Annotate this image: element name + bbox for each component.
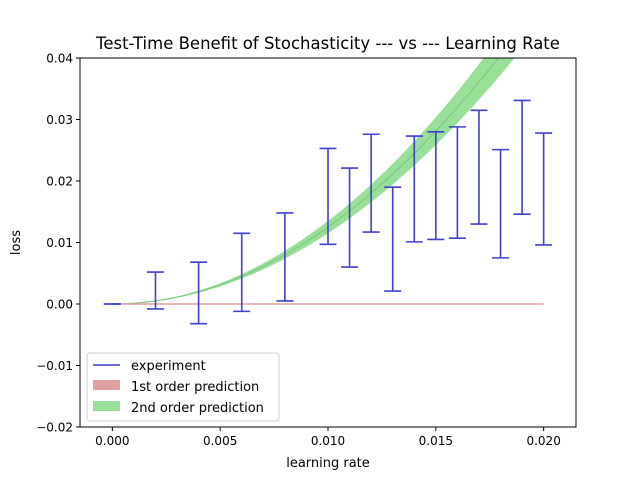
x-tick-label: 0.010 xyxy=(311,434,345,448)
experiment-errorbar xyxy=(319,147,337,246)
experiment-errorbar xyxy=(341,167,359,268)
experiment-errorbar xyxy=(427,131,445,241)
experiment-errorbar xyxy=(405,135,423,243)
experiment-errorbar xyxy=(513,99,531,216)
experiment-errorbar xyxy=(448,126,466,239)
experiment-errorbar xyxy=(492,148,510,259)
experiment-errorbar xyxy=(384,186,402,292)
y-tick-label: 0.00 xyxy=(46,298,73,312)
x-tick-label: 0.020 xyxy=(526,434,560,448)
experiment-errorbar xyxy=(535,132,553,246)
y-tick-label: −0.02 xyxy=(36,421,73,435)
x-axis-label: learning rate xyxy=(286,456,370,471)
y-tick-label: 0.04 xyxy=(46,52,73,66)
y-tick-label: 0.02 xyxy=(46,175,73,189)
second-order-band xyxy=(112,58,515,304)
legend-label-experiment: experiment xyxy=(131,359,206,374)
legend-handle-first-order xyxy=(93,380,120,390)
y-tick-label: 0.03 xyxy=(46,113,73,127)
legend-label-first-order: 1st order prediction xyxy=(131,380,259,395)
x-tick-label: 0.005 xyxy=(203,434,237,448)
x-tick-label: 0.015 xyxy=(419,434,453,448)
legend-label-second-order: 2nd order prediction xyxy=(131,401,264,416)
experiment-errorbar xyxy=(362,133,380,233)
legend-box xyxy=(86,352,280,422)
chart-title: Test-Time Benefit of Stochasticity --- v… xyxy=(95,34,560,53)
x-tick-label: 0.000 xyxy=(95,434,129,448)
experiment-errorbar xyxy=(233,232,251,313)
experiment-errorbar xyxy=(276,212,294,302)
y-tick-label: 0.01 xyxy=(46,236,73,250)
plot-frame xyxy=(79,57,577,428)
experiment-errorbar xyxy=(190,261,208,325)
legend: experiment 1st order prediction 2nd orde… xyxy=(86,352,280,422)
experiment-errorbar xyxy=(470,109,488,225)
y-tick-label: −0.01 xyxy=(36,359,73,373)
y-axis-label: loss xyxy=(9,230,24,255)
second-order-line xyxy=(112,58,499,305)
legend-handle-second-order xyxy=(93,401,120,411)
experiment-errorbar xyxy=(146,271,164,310)
